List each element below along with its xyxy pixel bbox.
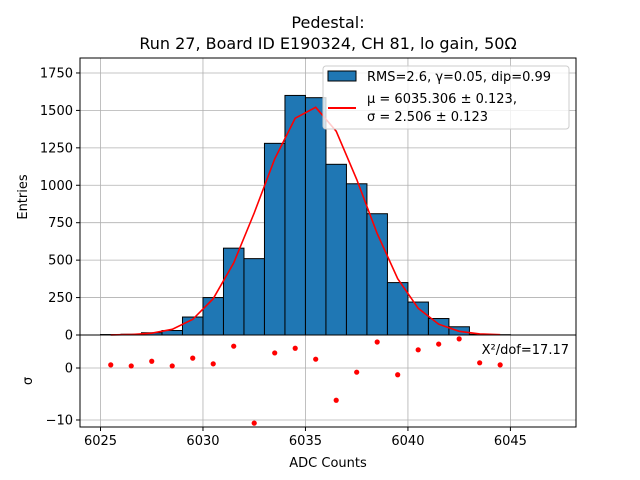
chart-title-line-1: Pedestal: [291, 13, 364, 32]
residual-point [333, 397, 339, 403]
residual-points [108, 336, 503, 426]
x-tick-label: 6045 [494, 434, 527, 449]
histogram-bars [99, 94, 511, 336]
residual-point [169, 363, 175, 369]
histogram-bar [263, 142, 286, 336]
histogram-bar [304, 97, 327, 336]
residual-y-tick-label: 0 [65, 362, 73, 377]
residual-point [313, 356, 319, 362]
residual-point [231, 343, 237, 349]
legend-box [322, 65, 570, 130]
histogram-bar [345, 183, 368, 336]
residual-ylabel: σ [21, 377, 36, 385]
histogram-bar [202, 297, 224, 336]
histogram-bar [243, 258, 265, 336]
y-tick-label: 1750 [40, 66, 73, 81]
residual-point [108, 362, 114, 368]
y-tick-label: 750 [48, 216, 73, 231]
residual-y-tick-label: −10 [46, 413, 73, 428]
chart-title-line-2: Run 27, Board ID E190324, CH 81, lo gain… [139, 34, 516, 53]
residual-point [210, 361, 216, 367]
y-tick-label: 250 [48, 291, 73, 306]
x-tick-label: 6040 [391, 434, 424, 449]
fit-curve-line [110, 106, 501, 336]
x-tick-label: 6035 [289, 434, 322, 449]
fit-curve [110, 106, 501, 336]
axis-ticks: 6025 6030 6035 6040 6045 0 250 500 750 1000 1250 15… [40, 66, 527, 449]
residual-point [272, 350, 278, 356]
residual-grid [80, 335, 576, 427]
y-tick-label: 1250 [40, 141, 73, 156]
legend-fit-sigma: σ = 2.506 ± 0.123 [367, 110, 488, 125]
y-tick-label: 1500 [40, 104, 73, 119]
legend: RMS=2.6, γ=0.05, dip=0.99 μ = 6035.306 ±… [322, 65, 570, 130]
residual-point [436, 341, 442, 347]
residual-point [354, 369, 360, 375]
residual-point [477, 360, 483, 366]
x-tick-label: 6030 [186, 434, 219, 449]
residual-point [374, 339, 380, 345]
residual-point [497, 362, 503, 368]
residual-point [149, 358, 155, 364]
residual-point [251, 420, 257, 426]
y-tick-label: 1000 [40, 179, 73, 194]
residual-point [456, 336, 462, 342]
residual-point [395, 372, 401, 378]
residual-point [128, 363, 134, 369]
legend-fit-mu: μ = 6035.306 ± 0.123, [367, 92, 517, 107]
histogram-bar [325, 163, 347, 336]
histogram-ylabel: Entries [16, 174, 31, 220]
residual-point [292, 345, 298, 351]
chi2-annotation: X²/dof=17.17 [482, 343, 569, 358]
histogram-bar [386, 282, 409, 336]
x-tick-label: 6025 [84, 434, 117, 449]
legend-bar-swatch [327, 70, 357, 82]
residual-axes-frame [79, 334, 577, 428]
legend-hist-label: RMS=2.6, γ=0.05, dip=0.99 [367, 70, 551, 85]
y-tick-label: 500 [48, 254, 73, 269]
residual-point [415, 347, 421, 353]
residual-point [190, 355, 196, 361]
y-tick-label: 0 [65, 329, 73, 344]
xlabel: ADC Counts [289, 456, 367, 471]
